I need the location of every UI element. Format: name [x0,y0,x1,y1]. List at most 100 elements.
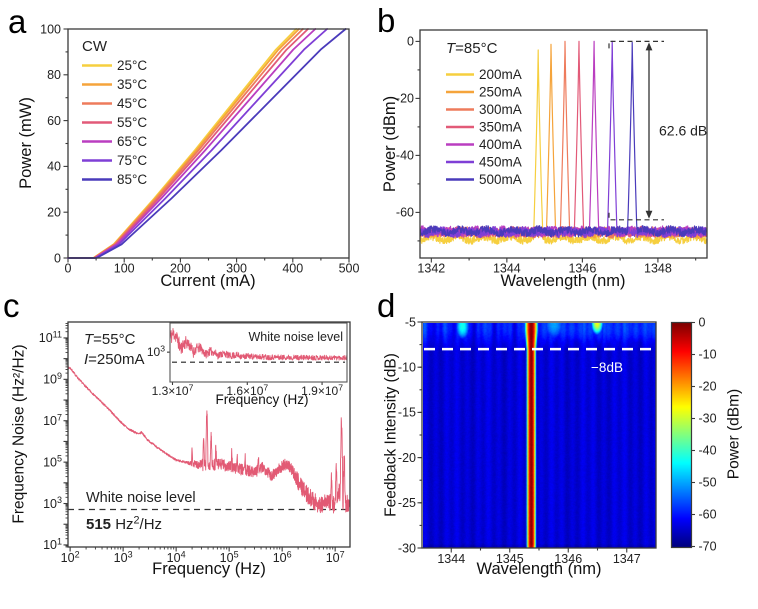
axis-label-c-x: Frequency (Hz) [152,560,266,578]
axis-label-c-y: Frequency Noise (Hz²/Hz) [10,344,28,524]
axis-label-a-y: Power (mW) [16,97,35,189]
colorbar-tick-label: -20 [699,380,717,394]
tick-label-x: 1348 [644,262,672,276]
frequency-noise-curve [68,366,351,514]
panel-a: 0 100 200 300 400 500 0 20 40 60 80 100 CW 25°C 35°C 45… [40,22,359,275]
tick-label-y: -20 [396,92,414,106]
axis-label-b-x: Wavelength (nm) [500,272,626,290]
annotation-temperature: T=55°C [84,331,136,348]
panel-label-c: c [3,287,20,324]
tick-label-y: -15 [398,406,416,420]
legend-label: 45°C [117,96,147,111]
panel-b: 1342 1344 1346 1348 0 -20 -40 -60 T=85°C 200mA 250… [396,29,708,276]
tick-label-y: -10 [398,361,416,375]
legend-label: 250mA [479,85,522,100]
inset-curve-group [170,327,347,361]
annotation-white-noise-value: 515 Hz2/Hz [86,514,162,533]
tick-label-y: 100 [40,22,61,36]
tick-label-y: 105 [43,454,62,470]
legend-label: 55°C [117,115,147,130]
tick-label-y: 101 [43,536,62,552]
colorbar-tick-label: -40 [699,444,717,458]
inset-frame [169,322,348,383]
tick-label-y: 60 [47,114,61,128]
panel-d: 1344 1345 1346 1347 -5 -10 -15 -20 -25 -30 −8dB 0 -1… [398,315,717,566]
tick-label-y: -60 [396,206,414,220]
li-curve-85C [67,28,347,259]
legend-label: 200mA [479,67,522,82]
tick-label-x: 0 [65,262,72,276]
tick-label-x: 105 [220,549,239,565]
arrowhead-down [645,210,653,219]
tick-label-x: 102 [61,549,80,565]
legend-title-cw: CW [82,38,108,55]
tick-label-x: 100 [114,262,135,276]
tick-label-y: 20 [47,206,61,220]
panel-label-a: a [8,3,27,40]
li-curve-65C [67,28,317,259]
tick-label-x: 1346 [554,552,582,566]
inset-tick-label-x: 1.6×107 [226,382,268,398]
spectrum-300mA [420,40,707,239]
legend-label: 65°C [117,134,147,149]
legend-label: 500mA [479,172,522,187]
tick-label-y: 40 [47,160,61,174]
tick-label-x: 1344 [493,262,521,276]
colorbar-tick-label: -60 [699,508,717,522]
panel-b-curves [420,40,707,245]
tick-label-y: 109 [43,371,62,387]
legend-label: 300mA [479,102,522,117]
annotation-current: I=250mA [84,351,144,368]
colorbar-tick-label: -70 [699,540,717,554]
li-curve-25C [67,28,298,259]
tick-label-y: 1011 [39,329,62,345]
spectrum-200mA [420,49,707,245]
annotation-temperature: T=85°C [446,40,498,57]
annotation-white-noise: White noise level [86,490,196,506]
colorbar-tick-label: 0 [699,316,706,330]
colorbar-label: Power (dBm) [725,388,743,480]
tick-label-y: -5 [405,315,416,329]
axis-label-a-x: Current (mA) [160,272,256,290]
inset-tick-label-y: 103 [147,344,165,360]
inset-tick-label-x: 1.3×107 [152,382,194,398]
span-dash-bottom [608,212,664,221]
plot-frame [419,29,708,259]
tick-label-x: 1342 [417,262,445,276]
inset-tick-label-x: 1.9×107 [301,382,343,398]
li-curve-75C [67,28,329,259]
colorbar-canvas [672,323,691,547]
tick-label-y: 107 [43,412,62,428]
tick-label-x: 200 [170,262,191,276]
tick-label-x: 500 [339,262,360,276]
colorbar-frame [670,321,693,549]
inset-note: White noise level [249,330,344,344]
panel-label-d: d [377,287,396,324]
tick-label-y: 103 [43,495,62,511]
legend-label: 450mA [479,155,522,170]
plot-frame [421,321,657,549]
panel-c: 102 103 104 105 106 107 101 103 105 107 109 1011 T=5… [39,321,351,565]
tick-label-y: -40 [396,149,414,163]
tick-label-x: 300 [226,262,247,276]
feedback-threshold-label: −8dB [591,360,623,375]
legend-label: 400mA [479,137,522,152]
tick-label-x: 400 [282,262,303,276]
tick-label-x: 1347 [613,552,641,566]
tick-label-y: -25 [398,496,416,510]
tick-label-x: 103 [114,549,133,565]
legend-label: 35°C [117,77,147,92]
tick-label-x: 106 [273,549,292,565]
inset-noise-band [170,327,347,361]
spectrum-500mA [420,41,707,238]
axis-label-d-y: Feedback Intensity (dB) [382,353,400,517]
heatmap-canvas [423,323,656,548]
tick-label-x: 1344 [437,552,465,566]
legend-label: 75°C [117,153,147,168]
axis-label-d-x: Wavelength (nm) [476,560,602,578]
tick-label-y: 80 [47,68,61,82]
tick-label-x: 1345 [496,552,524,566]
tick-label-x: 107 [326,549,345,565]
